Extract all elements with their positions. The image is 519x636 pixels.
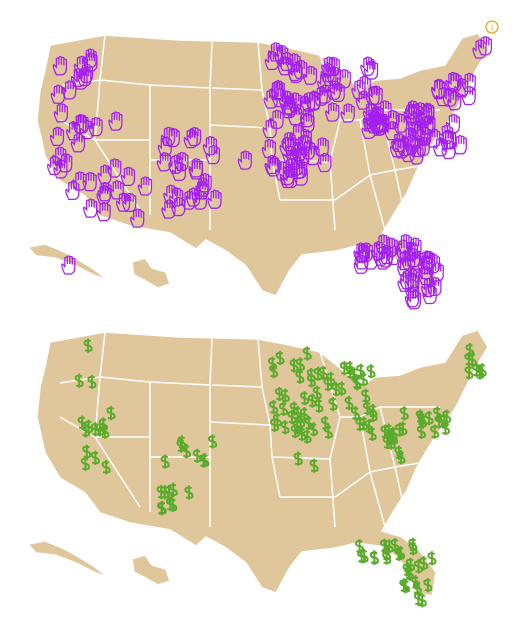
dollar-icon xyxy=(80,455,91,472)
dollar-icon xyxy=(337,380,347,397)
dollar-icon xyxy=(299,390,310,407)
info-label[interactable]: i xyxy=(491,23,493,33)
dollar-icon xyxy=(274,386,285,403)
dollar-icon xyxy=(90,421,101,438)
dollar-icon xyxy=(312,384,322,401)
dollar-icon xyxy=(296,413,306,430)
dollar-icon xyxy=(101,459,111,476)
dollar-icon xyxy=(207,433,218,450)
dollar-icon xyxy=(464,364,474,381)
dollar-icon xyxy=(368,403,378,420)
dollar-icon xyxy=(295,368,305,385)
dollar-icon xyxy=(295,356,306,373)
dollar-icon xyxy=(314,397,324,414)
dollar-icon xyxy=(269,416,280,433)
dollar-icon xyxy=(176,437,186,454)
dollar-icon xyxy=(184,484,194,501)
dollar-icon xyxy=(98,416,109,433)
dollar-icon xyxy=(323,376,333,393)
dollar-icon xyxy=(344,394,354,411)
dollar-icon xyxy=(395,421,405,438)
dollar-icon xyxy=(293,450,303,467)
dollar-icon xyxy=(90,449,101,466)
dollar-icon xyxy=(475,364,485,381)
dollar-icon xyxy=(74,372,84,389)
dollar-icon xyxy=(467,351,477,368)
dollar-icon xyxy=(156,483,166,500)
dollar-icon xyxy=(352,375,362,392)
dollar-icon xyxy=(440,420,451,437)
dollar-icon xyxy=(309,457,319,474)
dollar-icon xyxy=(82,443,92,460)
dollar-icon xyxy=(339,360,350,377)
info-circle[interactable] xyxy=(485,20,499,34)
dollar-icon xyxy=(328,396,338,413)
dollar-icon xyxy=(423,577,433,594)
dollar-icon xyxy=(83,337,93,354)
dollar-icon xyxy=(442,408,452,425)
dollar-icon xyxy=(302,345,312,362)
dollar-icon xyxy=(384,430,394,447)
dollar-icon xyxy=(278,400,289,417)
dollar-icon xyxy=(320,415,331,432)
dollar-icon xyxy=(268,399,279,416)
dollar-icon xyxy=(402,561,412,578)
dollar-icon xyxy=(396,449,406,466)
dollar-icon xyxy=(168,496,178,513)
info-button[interactable]: i xyxy=(485,20,499,34)
dollar-icon xyxy=(399,577,409,594)
dollar-icon xyxy=(269,363,279,380)
dollar-icon xyxy=(200,452,210,469)
dollar-icon xyxy=(275,349,285,366)
dollar-icon xyxy=(417,592,427,609)
dollar-icon xyxy=(304,415,314,432)
dollar-icon xyxy=(160,453,170,470)
dollar-icon xyxy=(361,387,371,404)
dollar-icon xyxy=(350,405,361,422)
dollar-icon xyxy=(280,419,290,436)
dollar-icon xyxy=(306,367,316,384)
dollar-icon xyxy=(313,365,323,382)
dollar-icon xyxy=(432,405,443,422)
dollar-icon xyxy=(156,500,167,517)
dollar-icon xyxy=(399,405,409,422)
dollar-icon xyxy=(168,481,178,498)
dollar-icon xyxy=(419,555,429,572)
dollar-icon xyxy=(394,545,404,562)
dollar-icon xyxy=(366,363,376,380)
dollar-icon xyxy=(416,423,427,440)
dollar-icon xyxy=(302,428,312,445)
dollar-icon xyxy=(369,549,380,566)
dollar-icon xyxy=(80,422,91,439)
dollar-icon xyxy=(412,579,422,596)
dollar-icon xyxy=(359,548,369,565)
dollar-icon xyxy=(427,550,437,567)
dollar-icon xyxy=(416,410,427,427)
dollar-icon xyxy=(87,373,97,390)
dollar-icon xyxy=(192,447,202,464)
dollar-icon xyxy=(408,540,418,557)
dollar-icon xyxy=(307,392,318,409)
dollar-icon xyxy=(430,423,440,440)
dollar-icon xyxy=(384,538,394,555)
dollar-icon xyxy=(106,405,116,422)
dollar-icon xyxy=(367,425,377,442)
dollar-icon xyxy=(355,416,365,433)
